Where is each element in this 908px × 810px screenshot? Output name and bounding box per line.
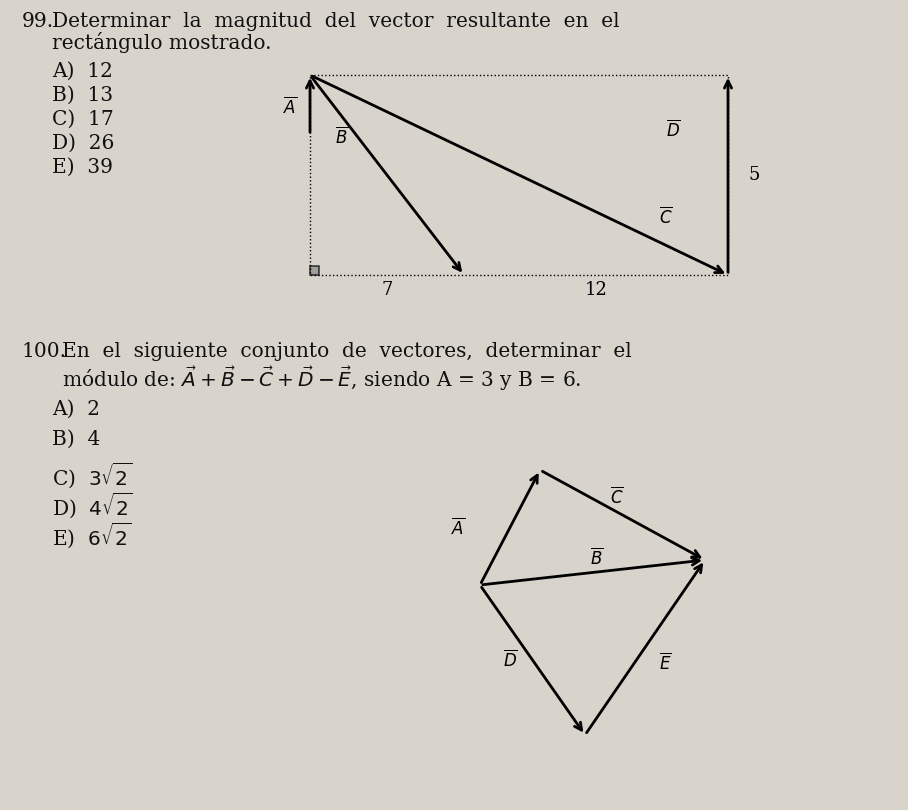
Text: C)  17: C) 17	[52, 110, 114, 129]
Text: $\overline{A}$: $\overline{A}$	[451, 518, 465, 539]
Text: 12: 12	[585, 281, 607, 299]
Text: B)  4: B) 4	[52, 430, 100, 449]
Text: D)  26: D) 26	[52, 134, 114, 153]
Polygon shape	[310, 266, 319, 275]
Text: A)  2: A) 2	[52, 400, 100, 419]
Text: 7: 7	[381, 281, 392, 299]
Text: $\overline{C}$: $\overline{C}$	[610, 487, 624, 508]
Text: 5: 5	[748, 166, 759, 184]
Text: 100.: 100.	[22, 342, 67, 361]
Text: $\overline{D}$: $\overline{D}$	[666, 120, 680, 140]
Text: E)  39: E) 39	[52, 158, 113, 177]
Text: Determinar  la  magnitud  del  vector  resultante  en  el: Determinar la magnitud del vector result…	[52, 12, 619, 31]
Text: B)  13: B) 13	[52, 86, 114, 105]
Text: 99.: 99.	[22, 12, 54, 31]
Text: $\overline{C}$: $\overline{C}$	[659, 207, 673, 228]
Text: $\overline{A}$: $\overline{A}$	[283, 96, 297, 117]
Text: $\overline{D}$: $\overline{D}$	[503, 650, 518, 671]
Text: D)  $4\sqrt{2}$: D) $4\sqrt{2}$	[52, 490, 133, 520]
Text: A)  12: A) 12	[52, 62, 113, 81]
Text: $\overline{E}$: $\overline{E}$	[658, 653, 671, 673]
Text: rectángulo mostrado.: rectángulo mostrado.	[52, 32, 271, 53]
Text: $\overline{B}$: $\overline{B}$	[335, 126, 349, 147]
Text: módulo de: $\vec{A} + \vec{B} - \vec{C} + \vec{D} - \vec{E}$, siendo A = 3 y B =: módulo de: $\vec{A} + \vec{B} - \vec{C} …	[62, 364, 581, 393]
Text: $\overline{B}$: $\overline{B}$	[590, 548, 604, 569]
Text: C)  $3\sqrt{2}$: C) $3\sqrt{2}$	[52, 460, 132, 490]
Text: E)  $6\sqrt{2}$: E) $6\sqrt{2}$	[52, 520, 132, 550]
Text: En  el  siguiente  conjunto  de  vectores,  determinar  el: En el siguiente conjunto de vectores, de…	[62, 342, 632, 361]
